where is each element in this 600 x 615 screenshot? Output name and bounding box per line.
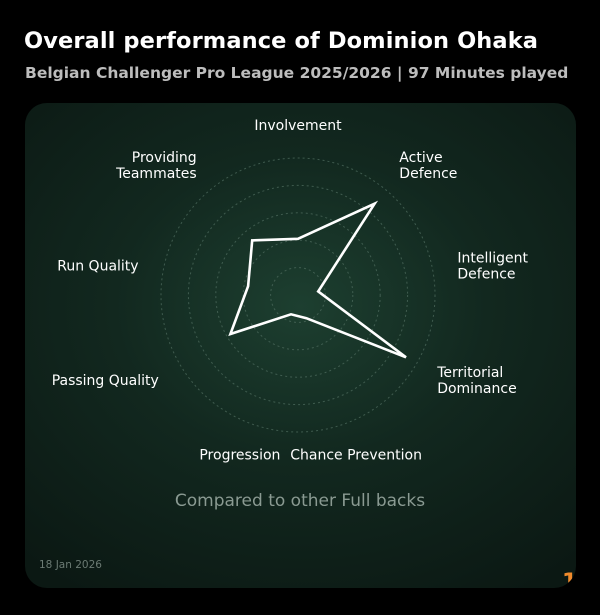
radar-ring bbox=[215, 212, 381, 378]
page-subtitle: Belgian Challenger Pro League 2025/2026 … bbox=[25, 64, 569, 82]
radar-ring bbox=[187, 184, 409, 406]
axis-label: Run Quality bbox=[57, 259, 138, 275]
radar-series-shape bbox=[228, 200, 407, 359]
radar-ring bbox=[242, 239, 354, 351]
radar-ring bbox=[270, 267, 326, 323]
chart-card: Involvement Active Defence Intelligent Defen… bbox=[25, 103, 576, 588]
axis-label: Intelligent Defence bbox=[457, 251, 528, 283]
axis-label-line: Territorial bbox=[436, 365, 503, 381]
axis-label: Progression bbox=[199, 448, 280, 464]
footer-date: 18 Jan 2026 bbox=[39, 559, 102, 571]
comparison-note: Compared to other Full backs bbox=[175, 491, 425, 511]
axis-label-line: Involvement bbox=[254, 118, 342, 134]
axis-label-line: Chance Prevention bbox=[290, 448, 422, 464]
brand-logo-text: 12 bbox=[562, 570, 576, 588]
axis-label-line: Passing Quality bbox=[52, 373, 159, 389]
page-title: Overall performance of Dominion Ohaka bbox=[24, 28, 539, 54]
axis-label-line: Active bbox=[399, 150, 442, 166]
axis-label: Chance Prevention bbox=[290, 448, 422, 464]
radar-ring bbox=[160, 157, 436, 433]
axis-label: Providing Teammates bbox=[115, 150, 197, 182]
axis-label-line: Intelligent bbox=[457, 251, 528, 267]
axis-label-line: Progression bbox=[199, 448, 280, 464]
axis-label-line: Defence bbox=[399, 166, 457, 182]
axis-label-line: Providing bbox=[132, 150, 197, 166]
axis-label: Active Defence bbox=[399, 150, 457, 182]
axis-label: Territorial Dominance bbox=[436, 365, 517, 397]
brand-logo-icon: 12 bbox=[562, 570, 576, 588]
axis-label-line: Dominance bbox=[437, 381, 517, 397]
radar-rings bbox=[160, 157, 436, 433]
axis-label-line: Run Quality bbox=[57, 259, 138, 275]
axis-label-line: Defence bbox=[457, 267, 515, 283]
axis-label-line: Teammates bbox=[115, 166, 197, 182]
axis-label: Passing Quality bbox=[52, 373, 159, 389]
radar-shape-group bbox=[228, 200, 407, 359]
axis-label: Involvement bbox=[254, 118, 342, 134]
